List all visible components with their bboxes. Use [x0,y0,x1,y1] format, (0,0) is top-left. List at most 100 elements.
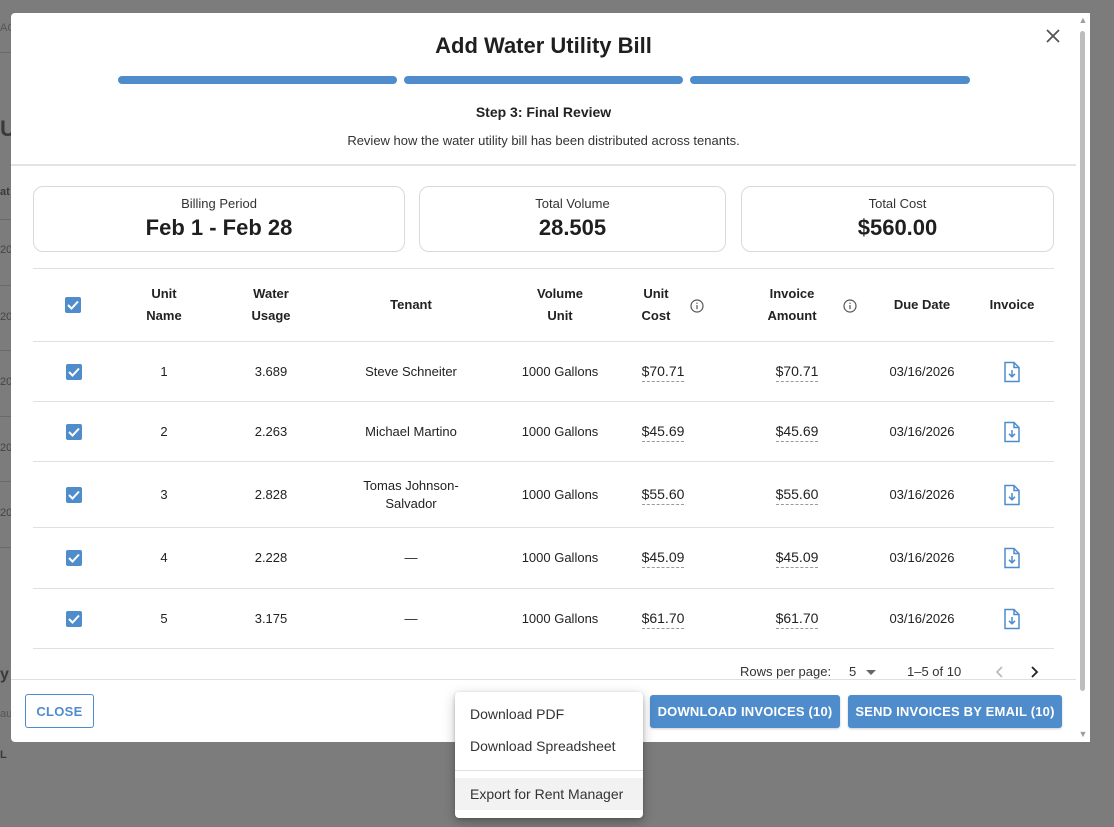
billing-period-card: Billing Period Feb 1 - Feb 28 [33,186,405,252]
invoice-cell [979,462,1045,527]
header-due-date[interactable]: Due Date [881,269,963,341]
header-unit-name[interactable]: Unit Name [123,269,205,341]
invoice-cell [979,402,1045,461]
scroll-down-arrow-icon[interactable]: ▼ [1078,729,1088,739]
progress-step-2 [404,76,683,84]
billing-period-value: Feb 1 - Feb 28 [145,215,293,240]
unit-name-cell: 4 [123,528,205,588]
close-button[interactable]: CLOSE [25,694,94,728]
send-invoices-email-button[interactable]: SEND INVOICES BY EMAIL (10) [848,695,1062,728]
tenant-cell: Tomas Johnson- Salvador [343,462,479,527]
water-usage: 2.263 [254,423,288,439]
unit-name: 5 [160,610,168,626]
volume-unit-cell: 1000 Gallons [499,528,621,588]
download-invoice-icon[interactable] [1003,484,1021,506]
download-invoices-button[interactable]: DOWNLOAD INVOICES (10) [650,695,840,728]
invoice-cell [979,342,1045,401]
header-water-usage-line2: Usage [251,308,291,323]
download-invoice-icon[interactable] [1003,547,1021,569]
unit-cost-value[interactable]: $55.60 [641,485,685,505]
water-usage: 2.828 [254,486,288,502]
info-icon [842,299,857,313]
row-checkbox[interactable] [66,423,82,440]
water-usage-cell: 3.175 [231,589,311,648]
bg-divider [0,285,12,286]
header-volume-unit-line1: Volume [537,286,583,301]
menu-item-download-pdf[interactable]: Download PDF [470,706,565,722]
row-checkbox[interactable] [66,486,82,503]
check-icon [68,367,80,377]
row-select-cell [51,342,97,401]
next-page-button[interactable] [1023,660,1047,684]
total-volume-label: Total Volume [535,196,610,211]
check-icon [68,614,80,624]
scroll-up-arrow-icon[interactable]: ▲ [1078,15,1088,25]
unit-name: 4 [160,550,168,565]
invoice-amount-value[interactable]: $55.60 [775,485,819,505]
billing-period-label: Billing Period [181,196,257,211]
header-divider [11,164,1076,166]
unit-cost-info-icon[interactable] [690,298,705,313]
bg-divider [0,416,12,417]
unit-cost-value[interactable]: $61.70 [641,609,685,629]
unit-cost-value[interactable]: $70.71 [641,362,685,382]
invoice-amount-value[interactable]: $61.70 [775,609,819,629]
progress-step-1 [118,76,397,84]
chevron-down-icon [865,669,876,675]
dialog-scrollbar[interactable]: ▲ ▼ [1076,13,1090,742]
volume-unit: 1000 Gallons [521,423,599,439]
menu-item-download-spreadsheet[interactable]: Download Spreadsheet [470,738,616,754]
header-water-usage[interactable]: Water Usage [231,269,311,341]
scroll-thumb[interactable] [1080,31,1085,691]
row-checkbox[interactable] [66,610,82,627]
due-date: 03/16/2026 [889,423,955,439]
volume-unit: 1000 Gallons [521,610,599,626]
water-usage: 3.689 [254,363,288,379]
menu-item-export-rent-manager[interactable]: Export for Rent Manager [455,778,643,810]
header-tenant[interactable]: Tenant [343,269,479,341]
select-all-checkbox[interactable] [65,297,81,313]
unit-cost-cell: $45.69 [623,402,703,461]
download-invoice-icon[interactable] [1003,361,1021,383]
download-invoice-icon[interactable] [1003,608,1021,630]
check-icon [68,427,80,437]
pagination-range: 1–5 of 10 [907,664,962,679]
total-cost-card: Total Cost $560.00 [741,186,1054,252]
water-usage: 3.175 [254,610,288,626]
tenant-name: — [404,610,418,626]
header-unit-name-line1: Unit [151,286,177,301]
download-document-icon [1004,547,1020,569]
header-due-date-label: Due Date [893,297,951,312]
chevron-left-icon [995,666,1003,678]
header-unit-cost-line1: Unit [643,286,669,301]
unit-cost-value[interactable]: $45.69 [641,422,685,442]
invoice-amount-value[interactable]: $45.09 [775,548,819,568]
row-checkbox[interactable] [66,550,82,566]
water-usage-cell: 2.828 [231,462,311,527]
tenant-name-line1: Tomas Johnson- [363,477,459,493]
previous-page-button[interactable] [987,660,1011,684]
invoice-amount-value[interactable]: $45.69 [775,422,819,442]
unit-cost-cell: $55.60 [623,462,703,527]
invoice-amount-cell: $55.60 [757,462,837,527]
tenant-cell: — [343,528,479,588]
unit-name-cell: 1 [123,342,205,401]
row-checkbox[interactable] [66,363,82,380]
unit-name-cell: 5 [123,589,205,648]
close-icon[interactable] [1042,26,1064,48]
unit-name: 2 [160,423,168,439]
unit-cost-value[interactable]: $45.09 [641,548,685,568]
table-header-row: Unit Name Water Usage Tenant Volume Unit Un… [33,269,1054,342]
invoice-amount-value[interactable]: $70.71 [775,362,819,382]
bg-text: at [0,186,10,198]
due-date-cell: 03/16/2026 [881,402,963,461]
total-cost-label: Total Cost [868,196,927,211]
header-volume-unit[interactable]: Volume Unit [499,269,621,341]
progress-step-3 [690,76,970,84]
header-unit-cost[interactable]: Unit Cost [623,269,723,341]
download-invoice-icon[interactable] [1003,421,1021,443]
total-cost-value: $560.00 [857,215,938,240]
rows-per-page-select[interactable]: 5 [849,664,876,679]
header-invoice-amount[interactable]: Invoice Amount [747,269,877,341]
invoice-amount-info-icon[interactable] [842,298,857,313]
